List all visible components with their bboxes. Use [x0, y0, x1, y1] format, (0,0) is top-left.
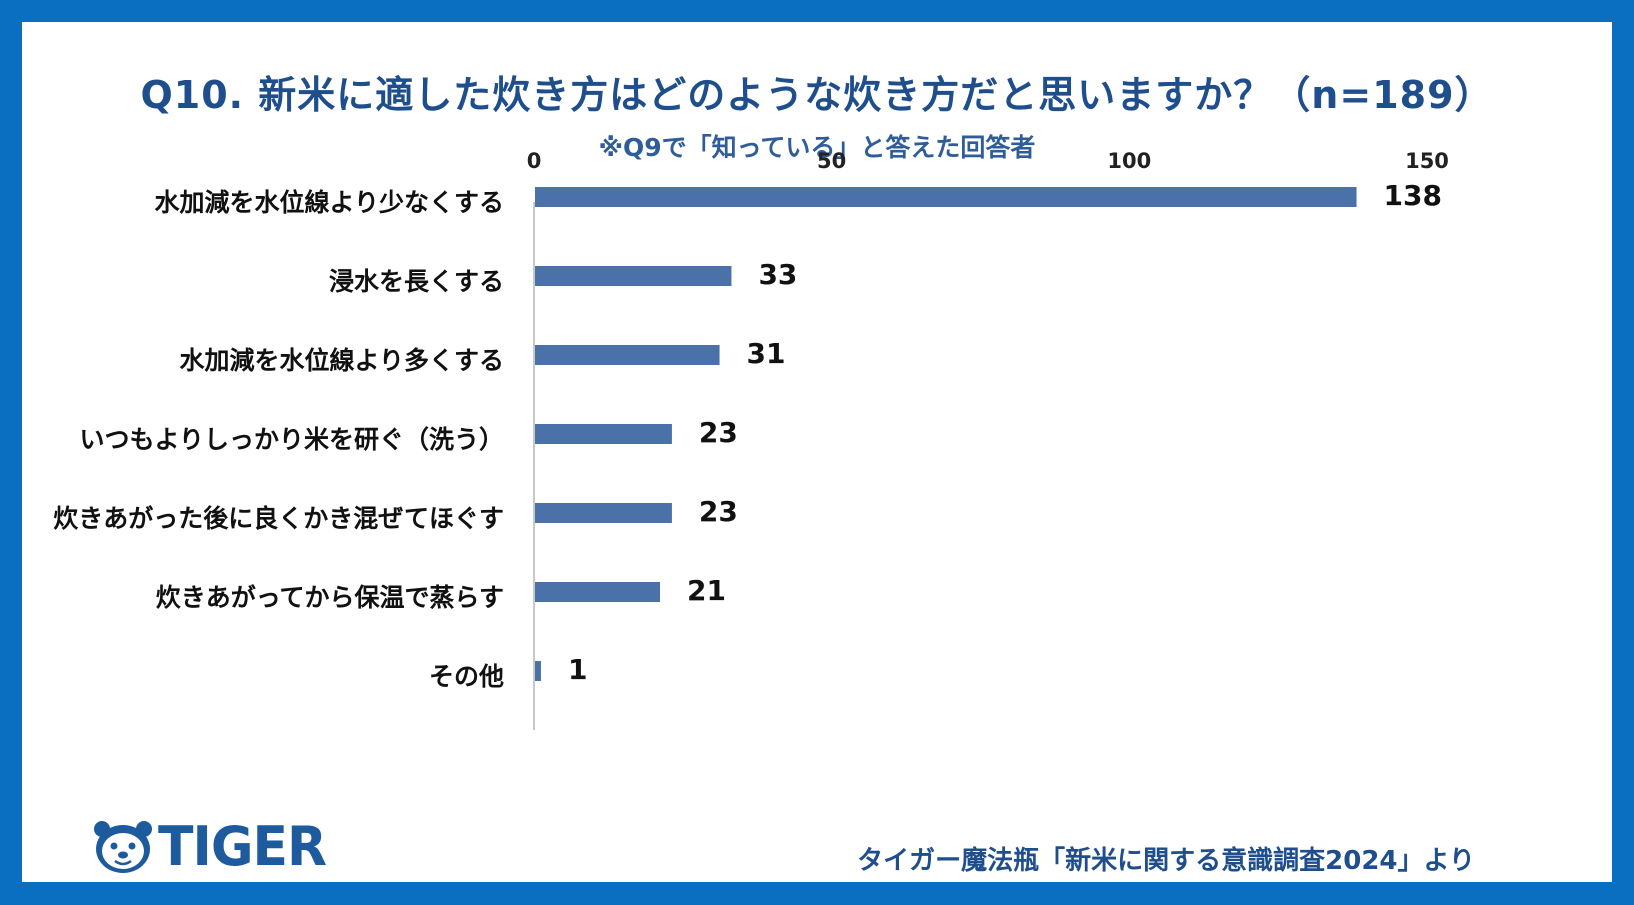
category-label: その他	[429, 662, 504, 691]
bar	[535, 187, 1357, 207]
logo-wordmark: TIGER	[158, 815, 327, 879]
bar	[535, 582, 661, 602]
bar	[535, 661, 541, 681]
data-label: 31	[747, 337, 786, 370]
category-label: 炊きあがった後に良くかき混ぜてほぐす	[53, 504, 504, 533]
tiger-logo: TIGER	[92, 815, 327, 879]
data-label: 21	[687, 574, 726, 607]
bar-chart: 0 50 100 150 水加減を水位線より少なくする 138 浸水を長くする 33 水加減を水…	[53, 149, 1449, 730]
data-label: 33	[758, 258, 797, 291]
bar	[535, 345, 720, 365]
category-label: いつもよりしっかり米を研ぐ（洗う）	[79, 425, 504, 454]
chart-subtitle: ※Q9で「知っている」と答えた回答者	[598, 133, 1036, 162]
bar	[535, 266, 732, 286]
bar	[535, 503, 672, 523]
data-label: 23	[699, 416, 738, 449]
category-label: 水加減を水位線より少なくする	[154, 188, 504, 217]
x-tick-label: 150	[1405, 149, 1449, 173]
category-label: 水加減を水位線より多くする	[179, 346, 504, 375]
data-label: 138	[1384, 179, 1442, 212]
category-label: 炊きあがってから保温で蒸らす	[156, 583, 504, 612]
data-label: 23	[699, 495, 738, 528]
source-note: タイガー魔法瓶「新米に関する意識調査2024」より	[857, 846, 1475, 876]
x-tick-label: 50	[817, 149, 846, 173]
category-label: 浸水を長くする	[329, 267, 504, 296]
bar	[535, 424, 672, 444]
chart-title: Q10. 新米に適した炊き方はどのような炊き方だと思いますか？（n=189）	[140, 73, 1494, 117]
x-tick-label: 100	[1107, 149, 1151, 173]
x-tick-label: 0	[527, 149, 542, 173]
tiger-face-icon	[94, 821, 152, 873]
chart-frame: Q10. 新米に適した炊き方はどのような炊き方だと思いますか？（n=189） ※…	[22, 22, 1612, 882]
data-label: 1	[568, 653, 587, 686]
